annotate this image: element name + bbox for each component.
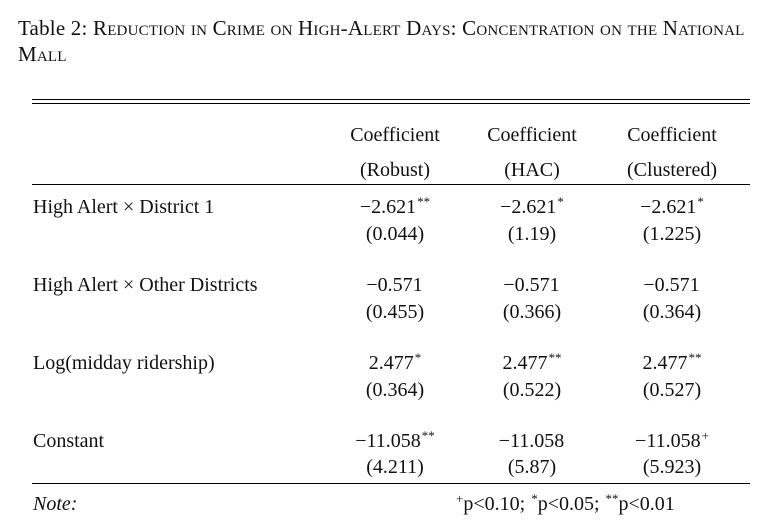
se-cell: (0.044) xyxy=(365,223,425,245)
sig-plus-marker: + xyxy=(456,491,464,506)
coef-cell: −2.621* xyxy=(640,194,704,221)
col-header-clustered-line2: (Clustered) xyxy=(627,159,717,181)
significance-legend: +p<0.10; *p<0.05; **p<0.01 xyxy=(455,491,675,518)
se-cell: (0.522) xyxy=(502,379,562,401)
coef-cell: −0.571 xyxy=(503,273,560,299)
significance-marker: ** xyxy=(421,428,435,443)
coef-cell: −2.621* xyxy=(500,194,564,221)
col-header-hac-line2: (HAC) xyxy=(504,159,560,181)
significance-marker: * xyxy=(557,194,564,209)
significance-marker: ** xyxy=(417,194,431,209)
col-header-hac-line1: Coefficient xyxy=(487,124,577,146)
significance-marker: + xyxy=(701,428,709,443)
se-cell: (0.455) xyxy=(365,301,425,323)
se-cell: (5.923) xyxy=(642,456,702,478)
coef-value: −11.058 xyxy=(498,430,565,452)
coef-value: 2.477 xyxy=(368,352,414,374)
coef-cell: −2.621** xyxy=(359,194,431,221)
top-rule xyxy=(32,99,750,101)
col-header-clustered-line1: Coefficient xyxy=(627,124,717,146)
coef-value: −0.571 xyxy=(643,274,700,296)
significance-marker: * xyxy=(414,350,422,365)
coef-value: −2.621 xyxy=(640,196,697,218)
row-label-high-alert-other-districts: High Alert × Other Districts xyxy=(33,274,258,296)
coef-cell: −0.571 xyxy=(643,273,700,299)
coef-value: −0.571 xyxy=(503,274,560,296)
se-cell: (0.527) xyxy=(642,379,702,401)
row-label-high-alert-district1: High Alert × District 1 xyxy=(33,196,215,218)
se-cell: (1.225) xyxy=(642,223,702,245)
col-header-robust-line1: Coefficient xyxy=(350,124,440,146)
coef-value: 2.477 xyxy=(502,352,548,374)
significance-marker: ** xyxy=(688,350,702,365)
se-cell: (0.366) xyxy=(502,301,562,323)
se-cell: (4.211) xyxy=(366,456,424,478)
bottom-rule xyxy=(32,483,750,484)
coef-value: −11.058 xyxy=(355,430,421,452)
sig-one-marker: * xyxy=(531,491,538,506)
coef-cell: 2.477** xyxy=(642,350,702,377)
se-cell: (5.87) xyxy=(507,456,557,478)
col-header-robust-line2: (Robust) xyxy=(360,159,430,181)
significance-marker: ** xyxy=(548,350,562,365)
coef-value: −2.621 xyxy=(359,196,417,218)
coef-cell: 2.477* xyxy=(368,350,422,377)
significance-marker: * xyxy=(697,194,704,209)
table-caption: Table 2: Reduction in Crime on High-Aler… xyxy=(18,15,770,67)
note-label: Note: xyxy=(33,493,78,515)
coef-value: −11.058 xyxy=(635,430,701,452)
caption-prefix: Table 2: xyxy=(18,16,93,40)
top-rule-second xyxy=(32,103,750,105)
coef-cell: −0.571 xyxy=(366,273,423,299)
caption-title: Reduction in Crime on High-Alert Days: C… xyxy=(18,16,745,66)
se-cell: (0.364) xyxy=(365,379,425,401)
coef-value: −0.571 xyxy=(366,274,423,296)
coef-cell: −11.058** xyxy=(355,428,435,455)
coef-cell: −11.058+ xyxy=(635,428,709,455)
coef-cell: 2.477** xyxy=(502,350,562,377)
coef-value: −2.621 xyxy=(500,196,557,218)
row-label-log-midday-ridership: Log(midday ridership) xyxy=(33,352,215,374)
sig-two-text: p<0.01 xyxy=(618,493,675,515)
se-cell: (1.19) xyxy=(507,223,557,245)
coef-cell: −11.058 xyxy=(499,429,566,455)
coef-value: 2.477 xyxy=(642,352,688,374)
sig-two-marker: ** xyxy=(605,491,619,506)
sig-one-text: p<0.05; xyxy=(537,493,605,515)
row-label-constant: Constant xyxy=(33,430,105,452)
header-rule xyxy=(32,184,750,185)
sig-plus-text: p<0.10; xyxy=(463,493,531,515)
se-cell: (0.364) xyxy=(642,301,702,323)
